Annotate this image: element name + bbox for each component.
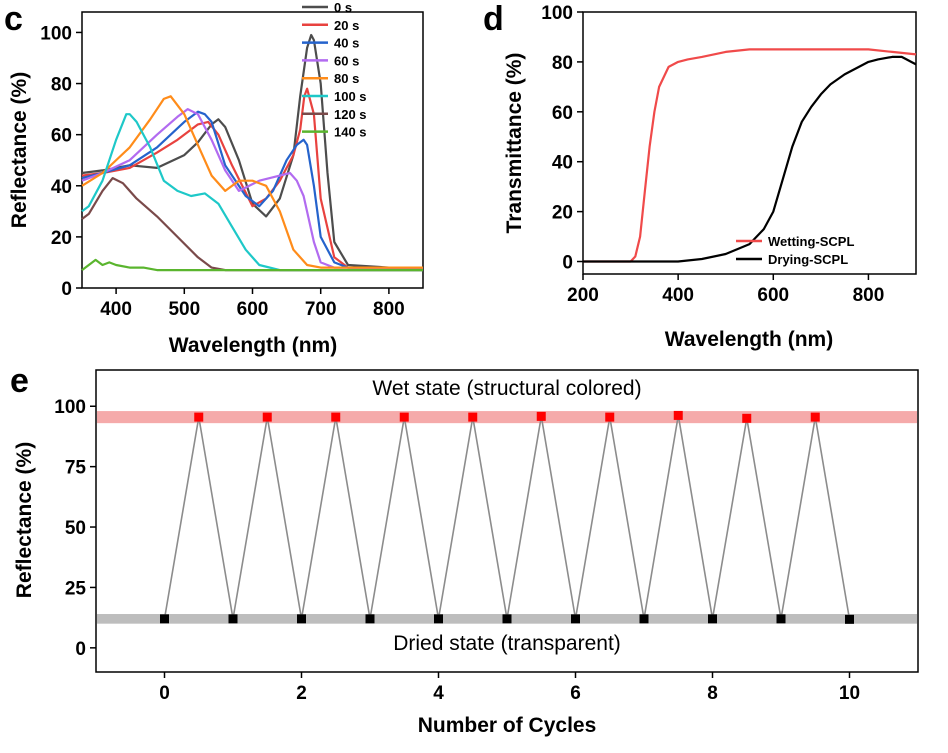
- y-tick-label-d: 80: [552, 53, 573, 74]
- x-tick-label-d: 600: [757, 285, 789, 306]
- chart-d: 200 400 600 800 0 20 40 60 80 100 Wavelength (nm) T…: [503, 3, 917, 351]
- plot-frame-d: [582, 11, 917, 275]
- legend-label-c-100-s: 100 s: [334, 89, 367, 104]
- series-line-c-60-s: [81, 107, 423, 269]
- wet-band: [97, 411, 917, 424]
- y-axis-label-e: Reflectance (%): [13, 442, 36, 598]
- plot-frame-c: [81, 11, 424, 289]
- y-axis-label-c: Reflectance (%): [8, 72, 31, 228]
- y-tick-label-c: 60: [51, 126, 72, 147]
- legend-label-c-20-s: 20 s: [334, 18, 359, 33]
- x-tick-label-d: 800: [853, 285, 885, 306]
- y-tick-label-c: 40: [51, 177, 72, 198]
- legend-label-c-60-s: 60 s: [334, 53, 359, 68]
- dry-point: [776, 614, 786, 624]
- series-line-c-20-s: [81, 87, 423, 269]
- y-tick-label-e: 75: [65, 458, 87, 479]
- x-tick-label-e: 4: [433, 683, 444, 704]
- y-tick-label-e: 100: [54, 397, 86, 418]
- legend-label-d-drying-scpl: Drying-SCPL: [768, 252, 848, 267]
- x-tick-label-e: 10: [839, 683, 860, 704]
- y-tick-label-d: 60: [552, 103, 573, 124]
- legend-label-d-wetting-scpl: Wetting-SCPL: [768, 234, 854, 249]
- cycle-line: [163, 415, 851, 620]
- series-line-c-80-s: [81, 95, 423, 269]
- legend-label-c-120-s: 120 s: [334, 107, 367, 122]
- series-line-c-40-s: [81, 110, 423, 269]
- wet-state-annotation: Wet state (structural colored): [372, 377, 641, 400]
- series-line-d-wetting-scpl: [583, 48, 917, 263]
- panel-letter-d: d: [483, 0, 504, 38]
- dry-point: [228, 614, 238, 624]
- y-axis-label-d: Transmittance (%): [503, 53, 526, 234]
- x-tick-label-c: 700: [305, 299, 337, 320]
- x-tick-label-c: 600: [237, 299, 269, 320]
- y-tick-label-d: 20: [552, 203, 573, 224]
- x-axis-label-c: Wavelength (nm): [169, 334, 337, 357]
- x-axis-label-d: Wavelength (nm): [665, 328, 833, 351]
- x-tick-label-c: 400: [100, 299, 132, 320]
- legend-label-c-40-s: 40 s: [334, 36, 359, 51]
- wet-point: [194, 412, 204, 422]
- series-line-c-100-s: [81, 113, 423, 272]
- wet-point: [673, 410, 683, 420]
- y-tick-label-d: 40: [552, 153, 573, 174]
- series-line-d-drying-scpl: [583, 55, 917, 263]
- dry-state-annotation: Dried state (transparent): [393, 632, 621, 655]
- dry-point: [708, 614, 717, 624]
- wet-point: [536, 411, 546, 421]
- y-tick-label-c: 0: [61, 279, 72, 300]
- dry-point: [160, 614, 169, 624]
- x-tick-label-e: 8: [707, 683, 718, 704]
- y-tick-label-c: 100: [40, 23, 72, 44]
- x-tick-label-d: 200: [567, 285, 599, 306]
- dry-point: [571, 614, 580, 624]
- wet-point: [468, 412, 478, 422]
- wet-point: [399, 412, 409, 422]
- wet-point: [331, 412, 341, 422]
- y-tick-label-d: 0: [562, 253, 573, 274]
- y-tick-label-c: 20: [51, 228, 72, 249]
- series-line-c-0-s: [81, 33, 423, 269]
- dry-point: [434, 614, 443, 624]
- dry-point: [297, 614, 306, 624]
- x-tick-label-e: 0: [159, 683, 170, 704]
- y-tick-label-e: 25: [65, 578, 87, 599]
- wet-point: [262, 412, 272, 422]
- legend-label-c-80-s: 80 s: [334, 71, 359, 86]
- x-tick-label-c: 500: [168, 299, 200, 320]
- y-tick-label-e: 50: [65, 518, 86, 539]
- x-axis-label-e: Number of Cycles: [418, 714, 597, 737]
- y-tick-label-c: 80: [51, 75, 72, 96]
- wet-point: [810, 412, 820, 422]
- plot-frame-e: [95, 369, 919, 673]
- y-tick-label-d: 100: [541, 3, 573, 24]
- dry-point: [845, 614, 854, 624]
- dry-point: [502, 614, 512, 624]
- panel-letter-c: c: [4, 0, 23, 38]
- series-line-c-140-s: [81, 258, 423, 272]
- x-tick-label-d: 400: [662, 285, 694, 306]
- wet-point: [742, 413, 752, 423]
- y-tick-label-e: 0: [75, 639, 86, 660]
- chart-c: 400 500 600 700 800 0 20 40 60 80 100 Wavelength (n…: [8, 0, 424, 357]
- x-tick-label-c: 800: [373, 299, 405, 320]
- legend-label-c-140-s: 140 s: [334, 125, 367, 140]
- panel-letter-e: e: [10, 362, 29, 400]
- x-tick-label-e: 2: [296, 683, 307, 704]
- x-tick-label-e: 6: [570, 683, 581, 704]
- dry-point: [365, 614, 375, 624]
- legend-label-c-0-s: 0 s: [334, 0, 352, 15]
- wet-point: [605, 412, 615, 422]
- dry-point: [639, 614, 649, 624]
